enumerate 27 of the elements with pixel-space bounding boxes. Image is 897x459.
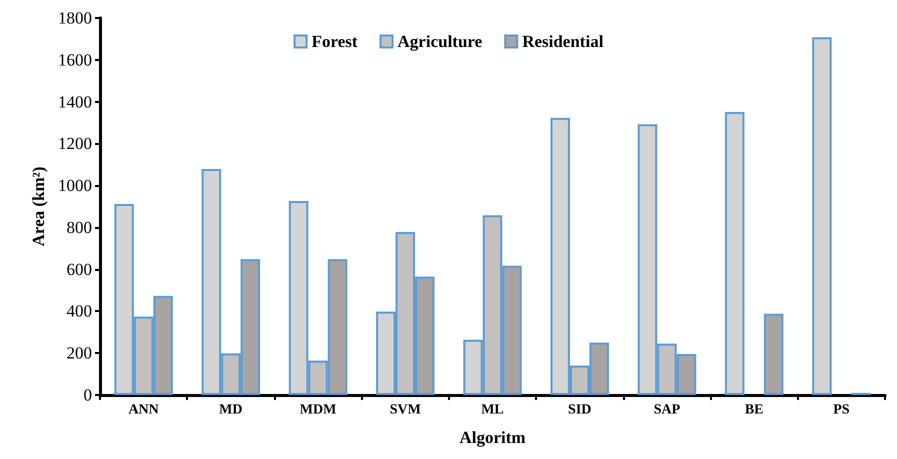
bar [764, 314, 784, 395]
y-tick-label: 1800 [58, 8, 92, 28]
legend-label: Forest [312, 32, 358, 51]
x-tick-label: MD [219, 402, 242, 418]
y-tick-label: 600 [66, 260, 92, 279]
y-tick-label: 1400 [58, 92, 92, 112]
legend-label: Residential [522, 32, 604, 51]
x-tick-label: MDM [300, 402, 336, 418]
x-tick-label: SID [568, 402, 592, 418]
x-tick-label: SAP [654, 402, 681, 418]
bar [812, 37, 832, 395]
y-tick-label: 0 [84, 386, 92, 404]
x-tick-label: ANN [128, 402, 159, 418]
x-tick-label: SVM [390, 402, 421, 418]
y-tick-label: 200 [66, 344, 92, 363]
y-tick-label: 800 [66, 218, 92, 237]
legend-label: Agriculture [398, 32, 483, 51]
x-tick-label: PS [833, 402, 850, 418]
y-axis-title: Area (km²) [29, 166, 48, 246]
y-tick-label: 1200 [58, 134, 92, 154]
x-axis-title: Algoritm [459, 428, 526, 447]
x-tick-label: ML [481, 402, 504, 418]
y-tick-label: 400 [66, 302, 92, 321]
y-tick-label: 1600 [58, 50, 92, 70]
bar [724, 112, 744, 395]
y-tick-label: 1000 [58, 176, 92, 196]
x-tick-label: BE [744, 402, 764, 418]
